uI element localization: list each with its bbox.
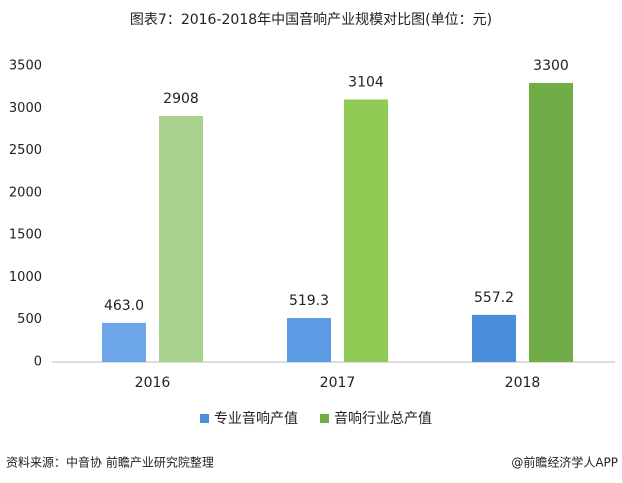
credit: @前瞻经济学人APP [511,455,618,470]
y-tick-label: 3500 [9,59,42,74]
data-label: 557.2 [474,290,514,306]
x-tick-label: 2018 [505,375,541,391]
data-label: 463.0 [104,298,144,314]
data-label: 3104 [348,74,384,90]
y-tick-label: 3000 [9,101,42,116]
data-label: 2908 [163,91,199,107]
bar [287,318,331,362]
data-label: 3300 [533,58,569,74]
x-tick-label: 2017 [320,375,356,391]
bar [344,99,388,362]
y-tick-label: 1000 [9,270,42,285]
bar [529,82,573,363]
data-label: 519.3 [289,293,329,309]
legend-swatch [200,414,209,423]
y-tick-label: 500 [17,312,42,327]
y-tick-label: 1500 [9,228,42,243]
bar [102,322,146,362]
legend-label: 专业音响产值 [214,410,298,427]
x-tick-label: 2016 [135,375,171,391]
y-tick-label: 2000 [9,185,42,200]
legend-label: 音响行业总产值 [334,410,432,427]
legend-swatch [320,414,329,423]
source: 资料来源：中音协 前瞻产业研究院整理 [6,455,214,470]
y-tick-label: 0 [34,355,42,370]
y-tick-label: 2500 [9,143,42,158]
bar [472,314,516,362]
chart-title: 图表7：2016-2018年中国音响产业规模对比图(单位：元) [130,11,492,28]
bar [159,116,203,362]
